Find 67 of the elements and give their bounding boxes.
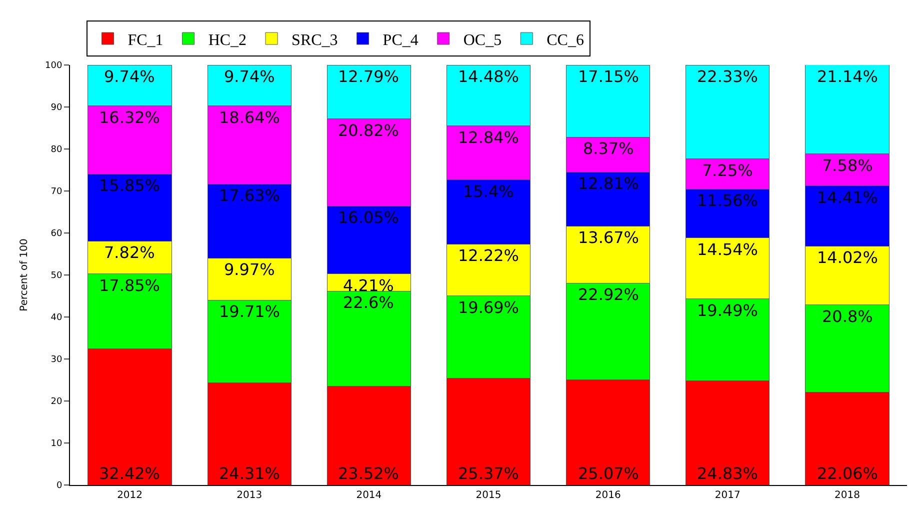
legend-label: CC_6 — [546, 32, 584, 49]
y-tick-label: 50 — [50, 271, 62, 282]
x-tick-label: 2014 — [356, 490, 382, 501]
data-label: 13.67% — [578, 228, 640, 247]
data-label: 14.54% — [697, 240, 758, 259]
x-tick-label: 2016 — [595, 490, 621, 501]
y-tick-label: 30 — [50, 355, 62, 366]
y-axis-title: Percent of 100 — [19, 238, 30, 312]
data-label: 11.56% — [697, 191, 758, 210]
legend-label: FC_1 — [128, 32, 164, 49]
data-label: 19.49% — [697, 301, 758, 320]
data-label: 7.82% — [104, 243, 155, 262]
data-label: 18.64% — [219, 108, 280, 127]
data-label: 14.41% — [817, 188, 878, 207]
legend-label: SRC_3 — [292, 32, 338, 49]
legend-label: PC_4 — [382, 32, 418, 49]
y-tick-label: 0 — [56, 481, 62, 492]
y-tick-label: 20 — [50, 397, 62, 408]
data-label: 14.48% — [458, 67, 520, 86]
data-label: 17.15% — [578, 67, 640, 86]
data-label: 20.8% — [822, 307, 873, 326]
y-tick-label: 10 — [50, 439, 62, 450]
data-label: 19.69% — [458, 298, 520, 317]
data-label: 22.06% — [817, 464, 878, 483]
x-tick-label: 2013 — [236, 490, 262, 501]
data-label: 15.85% — [99, 176, 160, 195]
y-tick-label: 60 — [50, 229, 62, 240]
y-tick-label: 100 — [45, 61, 62, 72]
data-label: 12.81% — [578, 174, 640, 193]
y-tick-label: 70 — [50, 187, 62, 198]
data-label: 12.79% — [338, 67, 400, 86]
data-label: 25.07% — [578, 464, 640, 483]
data-label: 21.14% — [817, 67, 878, 86]
data-label: 7.58% — [822, 156, 873, 175]
x-tick-label: 2015 — [476, 490, 502, 501]
data-label: 8.37% — [583, 139, 634, 158]
data-label: 4.21% — [343, 276, 394, 295]
data-label: 7.25% — [702, 161, 753, 180]
data-label: 12.22% — [458, 246, 520, 265]
data-label: 22.6% — [343, 293, 394, 312]
data-label: 9.74% — [224, 67, 275, 86]
y-tick-label: 80 — [50, 145, 62, 156]
x-tick-label: 2012 — [117, 490, 143, 501]
y-tick-label: 40 — [50, 313, 62, 324]
data-label: 22.92% — [578, 285, 640, 304]
data-label: 12.84% — [458, 128, 520, 147]
data-label: 24.31% — [219, 464, 280, 483]
legend-label: HC_2 — [208, 32, 247, 49]
data-label: 15.4% — [463, 182, 514, 201]
data-label: 32.42% — [99, 464, 160, 483]
data-label: 19.71% — [219, 302, 280, 321]
legend-label: OC_5 — [463, 32, 502, 49]
x-tick-label: 2018 — [834, 490, 860, 501]
x-tick-label: 2017 — [714, 490, 740, 501]
data-label: 9.74% — [104, 67, 155, 86]
y-tick-label: 90 — [50, 103, 62, 114]
data-label: 24.83% — [697, 464, 758, 483]
data-label: 25.37% — [458, 464, 520, 483]
data-label: 22.33% — [697, 67, 758, 86]
data-label: 16.05% — [338, 208, 400, 227]
data-label: 20.82% — [338, 121, 400, 140]
data-label: 14.02% — [817, 248, 878, 267]
data-label: 17.63% — [219, 186, 280, 205]
data-label: 16.32% — [99, 108, 160, 127]
data-label: 23.52% — [338, 464, 400, 483]
data-label: 9.97% — [224, 260, 275, 279]
data-label: 17.85% — [99, 276, 160, 295]
